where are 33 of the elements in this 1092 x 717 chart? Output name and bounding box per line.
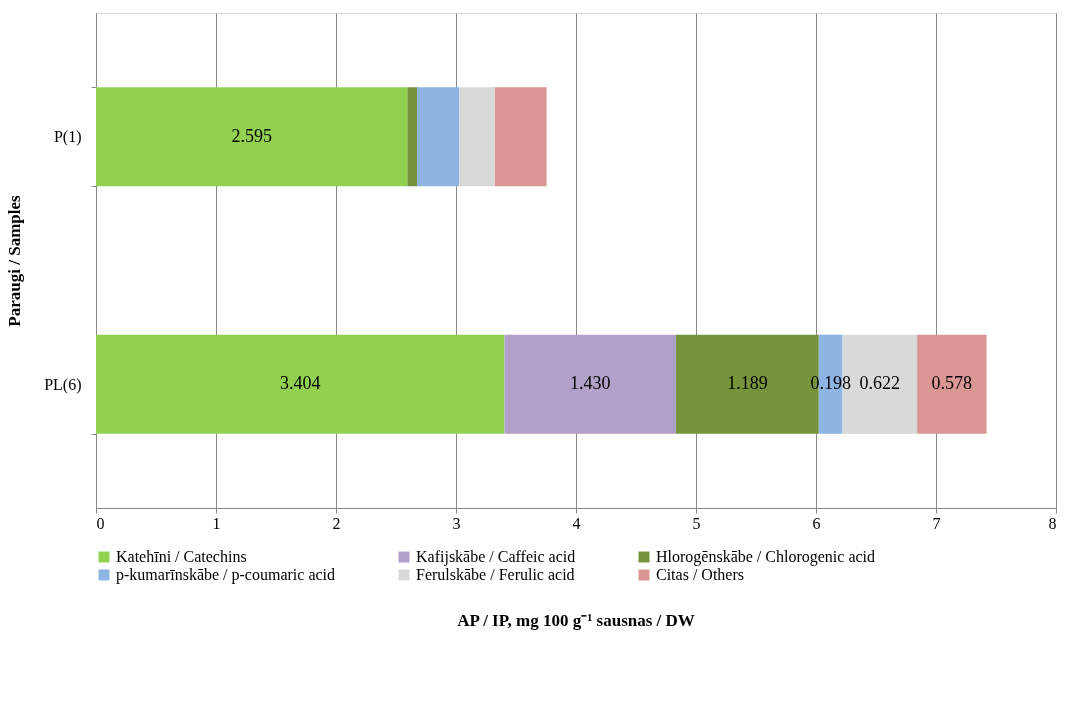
bar [459, 87, 495, 187]
legend-label: Hlorogēnskābe / Chlorogenic acid [656, 548, 876, 566]
legend-label: Katehīni / Catechins [116, 548, 247, 565]
y-tick-label: PL(6) [44, 375, 82, 394]
bar [917, 334, 987, 434]
x-tick-label: 5 [692, 514, 701, 532]
data-label: 0.578 [931, 373, 973, 394]
x-tick-label: 7 [932, 514, 941, 532]
bar [96, 334, 505, 434]
bar [504, 334, 677, 434]
legend-label: Ferulskābe / Ferulic acid [416, 566, 575, 583]
data-label: 0.622 [859, 373, 901, 394]
data-label: 1.430 [570, 373, 611, 394]
x-axis-title: AP / IP, mg 100 g⁻¹ sausnas / DW [457, 611, 695, 630]
data-label: 1.189 [727, 373, 768, 394]
bar [495, 87, 547, 187]
x-tick-label: 6 [812, 514, 821, 532]
legend-label: p-kumarīnskābe / p-coumaric acid [116, 566, 336, 584]
x-tick-label: 1 [212, 514, 221, 532]
x-tick-label: 2 [332, 514, 341, 532]
bar [96, 87, 408, 187]
y-tick-label: P(1) [53, 128, 82, 147]
x-tick-label: 8 [1048, 514, 1057, 532]
bar [417, 87, 459, 187]
bar [407, 87, 417, 187]
data-label: 2.595 [231, 125, 272, 146]
x-tick-label: 4 [572, 514, 581, 532]
y-axis-title: Paraugi / Samples [5, 194, 25, 327]
x-tick-label: 0 [96, 514, 105, 532]
legend-label: Citas / Others [656, 566, 744, 583]
data-label: 3.404 [279, 373, 321, 394]
x-tick-label: 3 [452, 514, 461, 532]
legend-label: Kafijskābe / Caffeic acid [416, 548, 576, 566]
